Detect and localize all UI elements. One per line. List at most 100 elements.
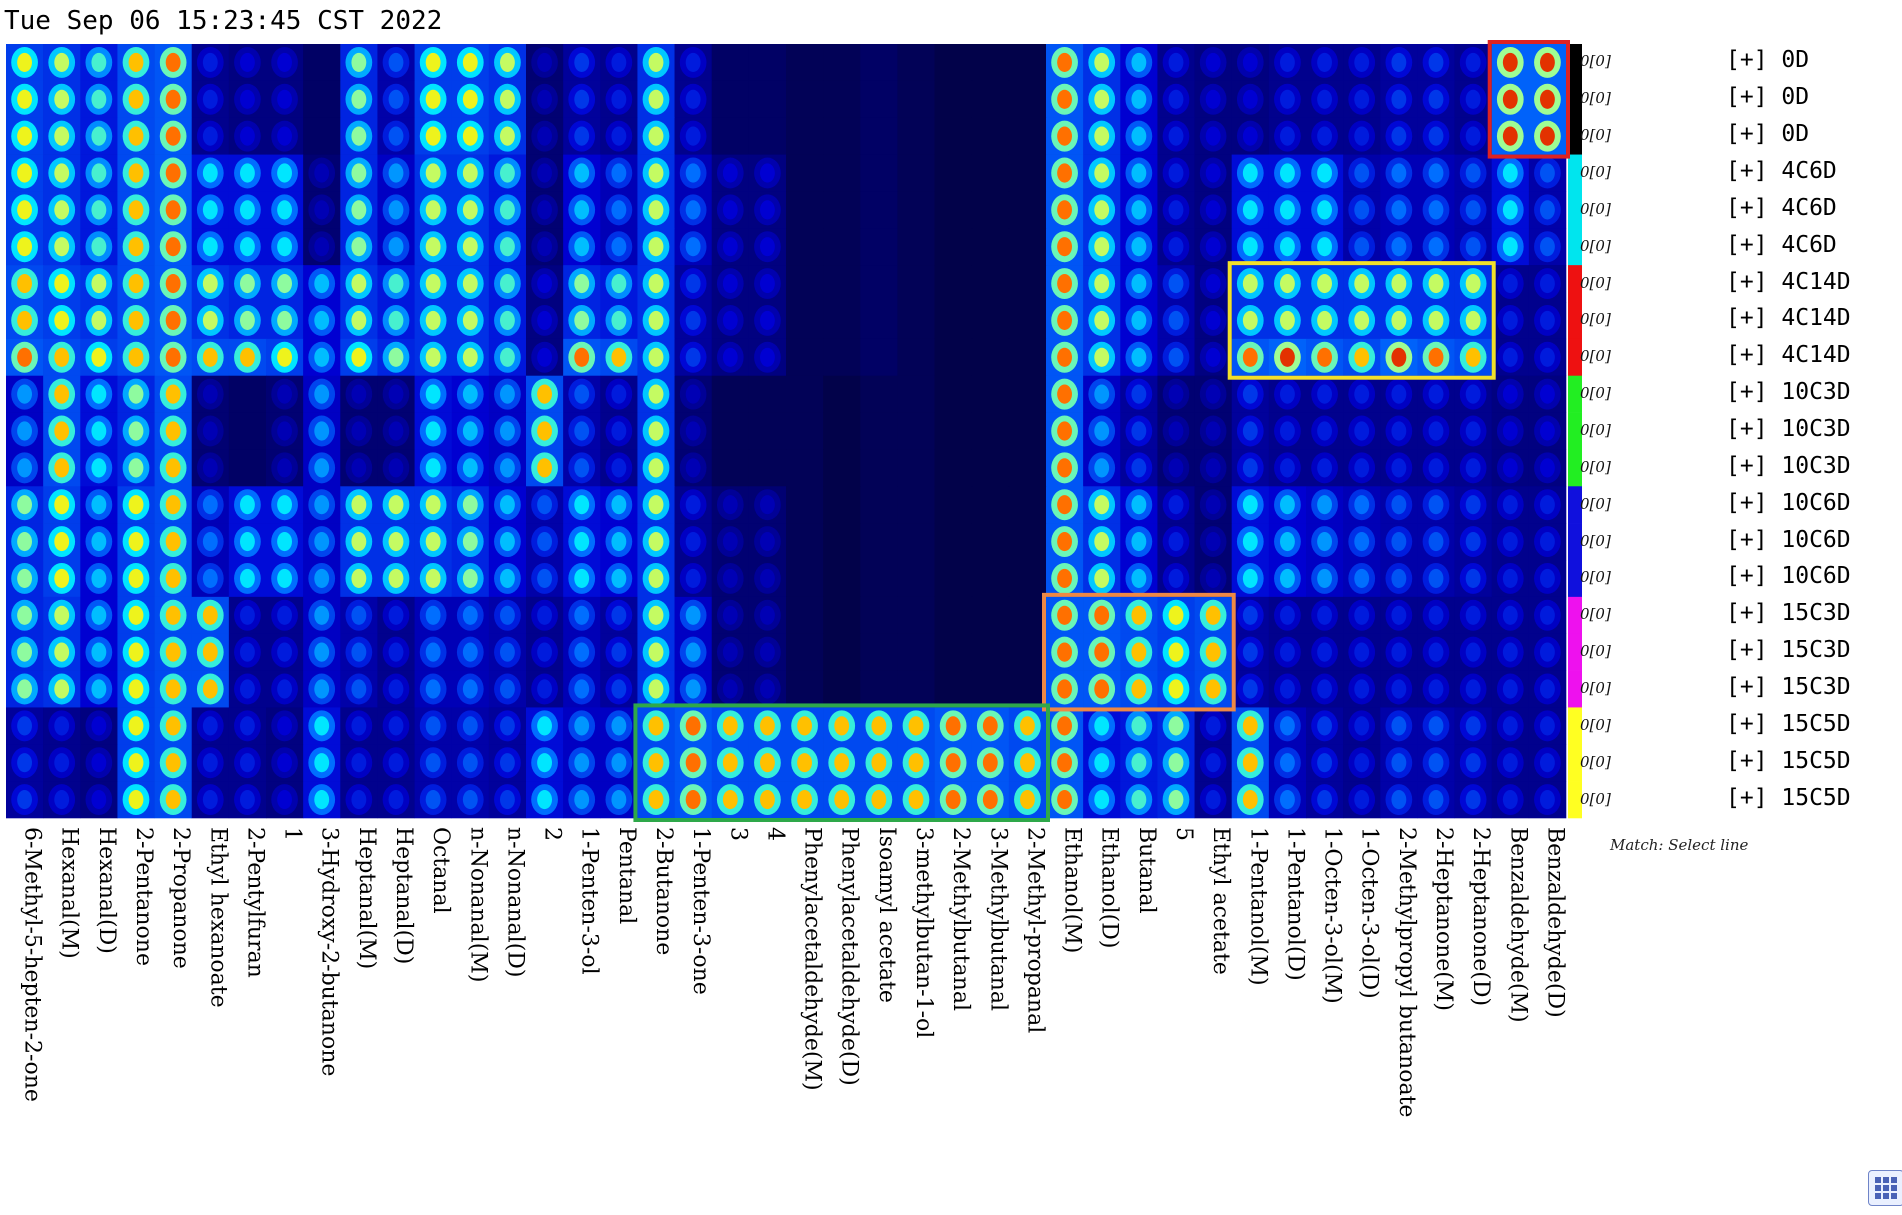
heatmap-cell xyxy=(1268,449,1307,487)
sample-row-label[interactable]: [+] 4C6D xyxy=(1726,231,1837,258)
heatmap-cell xyxy=(80,744,118,782)
sample-row-label[interactable]: [+] 15C5D xyxy=(1726,747,1851,774)
sample-row-label[interactable]: [+] 10C6D xyxy=(1726,563,1851,590)
heatmap-cell xyxy=(1008,302,1047,340)
heatmap-cell xyxy=(1231,633,1270,671)
sample-row-label[interactable]: [+] 4C14D xyxy=(1726,342,1851,369)
heatmap-cell xyxy=(563,670,601,708)
heatmap-cell xyxy=(1231,670,1270,708)
compound-column-label: Ethyl hexanoate xyxy=(205,827,231,1008)
sample-row-label[interactable]: [+] 4C6D xyxy=(1726,158,1837,184)
compound-column-label: 2-Methyl-propanal xyxy=(1022,827,1048,1034)
sample-row-label[interactable]: [+] 15C5D xyxy=(1726,784,1851,811)
heatmap-cell xyxy=(600,523,638,561)
heatmap-cell xyxy=(934,228,973,266)
heatmap-cell xyxy=(1046,781,1084,819)
sample-row-label[interactable]: [+] 4C6D xyxy=(1726,194,1837,221)
heatmap-cell xyxy=(1528,744,1567,782)
heatmap-cell xyxy=(191,191,230,229)
compound-column-label: 2-Heptanone(D) xyxy=(1468,827,1494,1007)
sample-row-label[interactable]: [+] 10C3D xyxy=(1726,379,1851,406)
sample-row-label[interactable]: [+] 0D xyxy=(1726,84,1810,111)
heatmap-cell xyxy=(1083,154,1121,192)
heatmap-cell xyxy=(971,560,1010,598)
heatmap-cell xyxy=(1008,560,1047,598)
heatmap-cell xyxy=(1231,375,1270,413)
heatmap-cell xyxy=(6,117,44,155)
heatmap-cell xyxy=(1380,44,1418,82)
sample-row-label[interactable]: [+] 4C14D xyxy=(1726,305,1851,332)
group-color-band xyxy=(1568,338,1582,377)
heatmap-cell xyxy=(414,781,453,819)
heatmap-cell xyxy=(711,191,750,229)
heatmap-cell xyxy=(1157,154,1195,192)
heatmap-cell xyxy=(1046,154,1084,192)
match-hint: Match: Select line xyxy=(1610,836,1749,854)
heatmap-cell xyxy=(191,486,230,524)
heatmap-cell xyxy=(934,117,973,155)
heatmap-cell xyxy=(786,486,824,524)
heatmap-cell xyxy=(1306,265,1344,303)
heatmap-cell xyxy=(1194,596,1233,635)
sample-row-label[interactable]: [+] 15C3D xyxy=(1726,674,1851,700)
sample-row-label[interactable]: [+] 10C3D xyxy=(1726,416,1851,442)
heatmap-cell xyxy=(786,117,824,155)
heatmap-cell xyxy=(526,707,564,745)
heatmap-cell xyxy=(451,191,490,229)
heatmap-cell xyxy=(748,670,787,708)
heatmap-cell xyxy=(451,523,490,561)
heatmap-cell xyxy=(1231,338,1270,377)
heatmap-cell xyxy=(1528,117,1567,155)
heatmap-cell xyxy=(1454,412,1493,450)
heatmap-cell xyxy=(1157,707,1195,745)
sample-row-label[interactable]: [+] 0D xyxy=(1726,121,1810,148)
heatmap-cell xyxy=(340,633,378,671)
sample-row-label[interactable]: [+] 15C3D xyxy=(1726,637,1851,664)
heatmap-cell xyxy=(117,744,155,782)
heatmap-cell xyxy=(1157,191,1195,229)
heatmap-cell xyxy=(897,744,935,782)
sample-row-label[interactable]: [+] 10C6D xyxy=(1726,526,1851,553)
heatmap-cell xyxy=(711,486,750,524)
heatmap-cell xyxy=(971,633,1010,671)
heatmap-cell xyxy=(823,523,861,561)
heatmap-cell xyxy=(488,633,527,671)
heatmap-cell xyxy=(1343,744,1381,782)
sample-row-label[interactable]: [+] 15C3D xyxy=(1726,600,1851,627)
heatmap-cell xyxy=(971,412,1010,450)
heatmap-cell xyxy=(786,228,824,266)
heatmap-cell xyxy=(526,412,564,450)
gallery-button[interactable] xyxy=(1868,1170,1902,1206)
heatmap-cell xyxy=(43,523,81,561)
group-color-band xyxy=(1568,154,1582,192)
heatmap-cell xyxy=(340,707,378,745)
heatmap-cell xyxy=(934,80,973,119)
compound-column-label: 1-Penten-3-one xyxy=(688,827,714,995)
sample-row-label[interactable]: [+] 0D xyxy=(1726,47,1810,74)
heatmap-cell xyxy=(971,117,1010,155)
heatmap-cell xyxy=(1343,44,1381,82)
heatmap-cell xyxy=(1194,117,1233,155)
heatmap-cell xyxy=(1528,44,1567,82)
heatmap-cell xyxy=(1120,670,1158,708)
heatmap-cell xyxy=(786,523,824,561)
compound-column-label: 3-Hydroxy-2-butanone xyxy=(316,827,342,1077)
sample-row-label[interactable]: [+] 15C5D xyxy=(1726,710,1851,737)
compound-column-label: 2-Pentanone xyxy=(131,827,156,966)
heatmap-cell xyxy=(860,412,898,450)
heatmap-cell xyxy=(1046,117,1084,155)
heatmap-cell xyxy=(451,80,490,119)
heatmap-cell xyxy=(1268,560,1307,598)
heatmap-cell xyxy=(43,375,81,413)
heatmap-cell xyxy=(154,228,193,266)
heatmap-cell xyxy=(1268,44,1307,82)
heatmap-cell xyxy=(1083,744,1121,782)
sample-row-label[interactable]: [+] 4C14D xyxy=(1726,268,1851,295)
heatmap-cell xyxy=(1380,633,1418,671)
sample-row-label[interactable]: [+] 10C6D xyxy=(1726,489,1851,516)
heatmap-cell xyxy=(1380,449,1418,487)
sample-row-label[interactable]: [+] 10C3D xyxy=(1726,452,1851,479)
heatmap-cell xyxy=(154,449,193,487)
heatmap-cell xyxy=(823,375,861,413)
heatmap-cell xyxy=(488,191,527,229)
